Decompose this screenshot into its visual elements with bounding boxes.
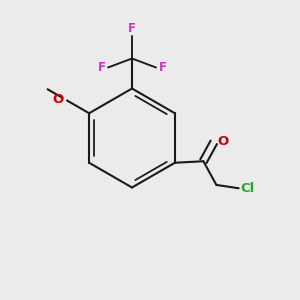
Text: Cl: Cl (240, 182, 254, 195)
Text: O: O (52, 93, 63, 106)
Text: F: F (128, 22, 136, 34)
Text: O: O (218, 135, 229, 148)
Text: F: F (98, 61, 106, 74)
Text: F: F (158, 61, 166, 74)
